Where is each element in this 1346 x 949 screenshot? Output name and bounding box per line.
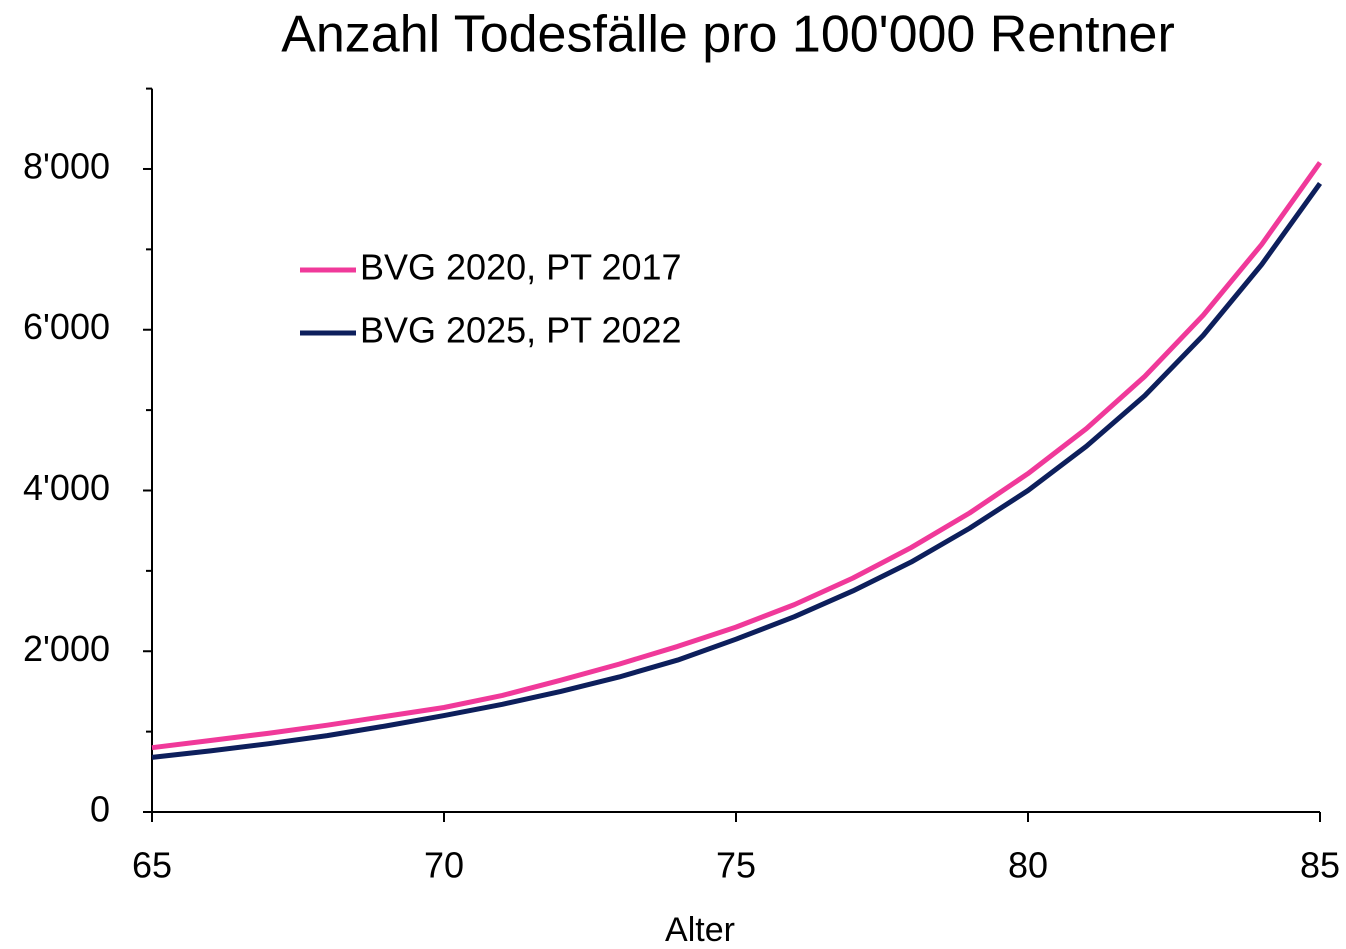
y-tick-label: 2'000: [23, 628, 110, 669]
legend-label: BVG 2025, PT 2022: [360, 310, 682, 351]
line-series: [151, 181, 1323, 760]
x-tick-label: 65: [132, 845, 172, 886]
x-tick-label: 80: [1008, 845, 1048, 886]
x-tick-label: 85: [1300, 845, 1340, 886]
legend-label: BVG 2020, PT 2017: [360, 247, 682, 288]
y-tick-label: 8'000: [23, 145, 110, 186]
y-tick-label: 0: [90, 789, 110, 830]
y-tick-label: 6'000: [23, 306, 110, 347]
x-tick-label: 70: [424, 845, 464, 886]
chart-title: Anzahl Todesfälle pro 100'000 Rentner: [281, 6, 1175, 64]
y-tick-label: 4'000: [23, 467, 110, 508]
line-series: [151, 161, 1323, 751]
x-axis-label: Alter: [665, 911, 735, 949]
x-tick-label: 75: [716, 845, 756, 886]
